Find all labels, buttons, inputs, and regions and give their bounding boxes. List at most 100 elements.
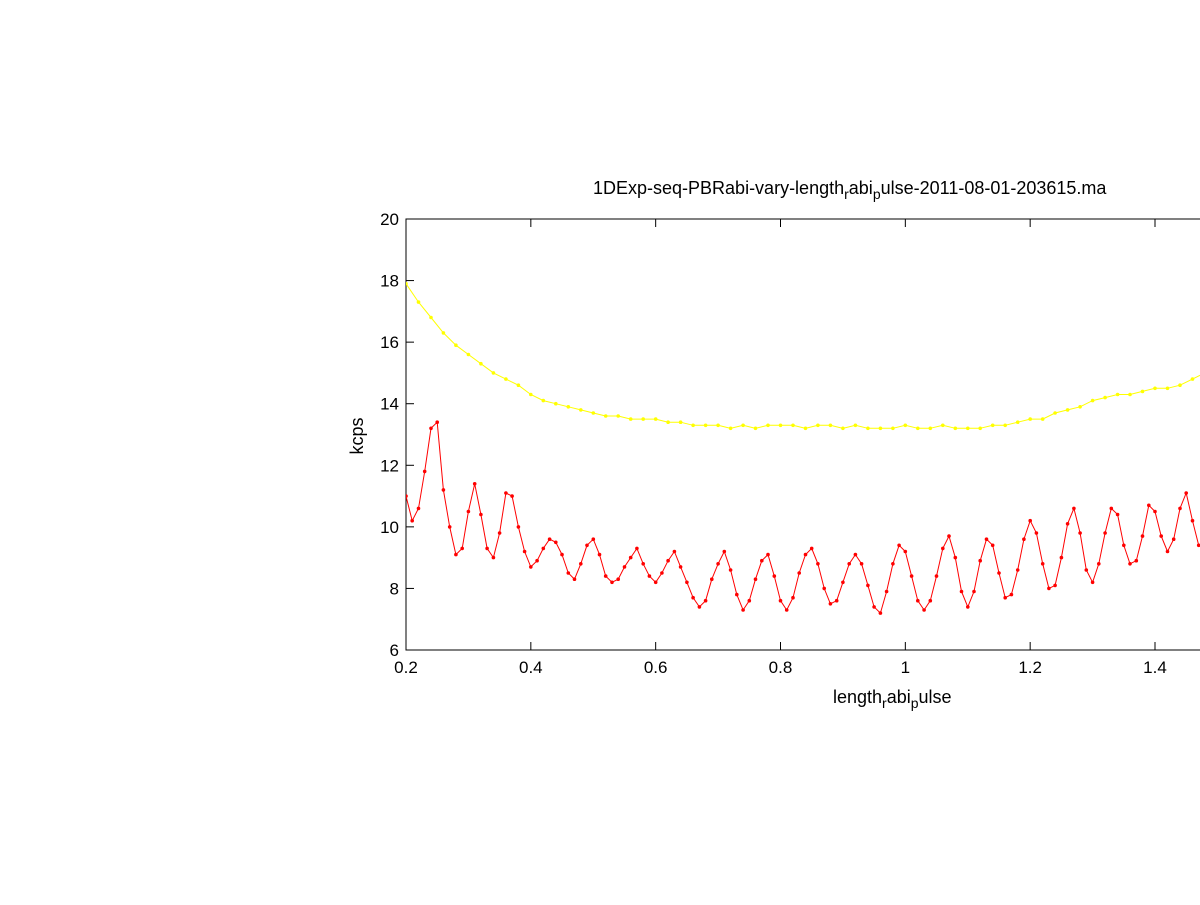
data-point (479, 361, 483, 366)
data-point (1047, 586, 1051, 591)
data-point (616, 414, 620, 418)
series-1 (406, 281, 1200, 431)
data-point (1072, 506, 1076, 511)
x-tick-label: 1.2 (1018, 658, 1042, 677)
data-point (497, 531, 502, 535)
data-point (510, 494, 514, 498)
x-axis-label-part: length (833, 687, 882, 707)
data-point (928, 598, 933, 603)
data-point (966, 426, 970, 431)
data-point (866, 426, 870, 431)
data-point (591, 537, 596, 541)
data-point (1190, 518, 1195, 523)
data-point (610, 580, 614, 585)
data-point (922, 608, 926, 612)
data-point (597, 552, 602, 557)
data-point (703, 423, 708, 428)
data-point (1103, 531, 1107, 535)
y-tick-label: 16 (380, 333, 399, 352)
data-point (1178, 506, 1182, 511)
data-point (1196, 543, 1200, 548)
data-point (504, 377, 508, 381)
chart-title-subscript: r (844, 186, 849, 202)
data-point (941, 423, 945, 428)
data-point (791, 595, 795, 600)
data-point (1065, 408, 1070, 412)
data-point (666, 558, 670, 563)
data-point (1153, 509, 1157, 514)
data-point (635, 546, 639, 551)
data-point (1065, 522, 1070, 526)
data-point (541, 546, 546, 551)
data-point (884, 589, 889, 594)
data-point (454, 552, 458, 557)
data-point (953, 555, 958, 560)
data-point (560, 552, 564, 557)
data-point (766, 423, 770, 428)
data-point (1003, 423, 1007, 428)
data-point (622, 565, 627, 569)
data-point (878, 426, 883, 431)
x-axis-label: lengthrabipulse (833, 687, 952, 711)
data-point (628, 555, 633, 560)
data-point (853, 552, 858, 557)
data-point (947, 534, 951, 538)
data-point (691, 595, 695, 600)
x-tick-label: 0.2 (394, 658, 418, 677)
data-point (847, 562, 851, 566)
data-point (741, 423, 745, 428)
data-point (441, 331, 446, 335)
data-point (1184, 491, 1188, 495)
data-point (1159, 534, 1163, 538)
data-point (1040, 562, 1045, 566)
data-point (641, 417, 645, 421)
x-axis-label-subscript: r (882, 695, 887, 711)
data-point (1022, 537, 1026, 541)
data-point (990, 423, 995, 428)
data-point (579, 562, 583, 566)
data-point (941, 546, 945, 551)
data-point (959, 589, 964, 594)
data-point (1103, 395, 1107, 400)
data-point (406, 494, 408, 498)
data-point (1053, 411, 1057, 415)
data-point (1097, 562, 1101, 566)
data-point (859, 562, 864, 566)
data-point (1134, 558, 1139, 563)
data-point (909, 574, 914, 578)
data-point (828, 602, 833, 606)
data-point (997, 571, 1001, 575)
data-point (791, 423, 795, 428)
data-point (641, 562, 645, 566)
data-point (934, 574, 939, 578)
data-point (1140, 389, 1145, 394)
y-tick-label: 8 (390, 579, 399, 598)
data-point (1178, 383, 1182, 388)
data-point (1028, 518, 1032, 523)
data-point (728, 568, 733, 572)
data-point (766, 552, 770, 557)
data-point (1190, 377, 1195, 381)
chart-title-part: 1DExp-seq-PBRabi-vary-length (593, 178, 844, 198)
data-point (891, 562, 895, 566)
data-point (716, 562, 720, 566)
data-point (416, 300, 421, 304)
data-point (579, 408, 583, 412)
data-point (685, 580, 689, 585)
data-point (1140, 534, 1145, 538)
data-point (479, 512, 483, 517)
data-point (984, 537, 989, 541)
data-point (1147, 503, 1151, 508)
data-point (1090, 398, 1095, 403)
data-point (1040, 417, 1045, 421)
data-point (566, 571, 571, 575)
data-point (772, 574, 777, 578)
data-point (491, 555, 496, 560)
data-point (647, 574, 652, 578)
data-point (1078, 405, 1082, 409)
data-point (447, 525, 452, 529)
data-point (406, 281, 408, 286)
data-point (1165, 549, 1170, 554)
data-point (591, 411, 596, 415)
data-point (454, 343, 458, 348)
